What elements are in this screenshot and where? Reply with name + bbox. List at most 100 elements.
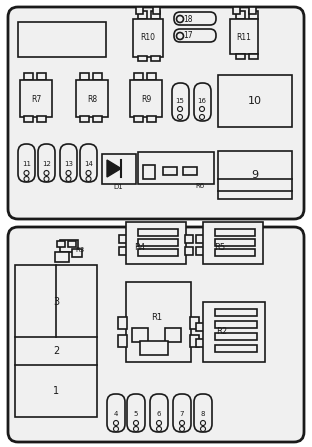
Bar — [196, 235, 204, 243]
Bar — [138, 11, 147, 19]
Bar — [24, 116, 33, 122]
Bar — [138, 56, 147, 61]
Text: R5: R5 — [214, 243, 226, 252]
Circle shape — [157, 426, 162, 431]
Bar — [130, 80, 162, 117]
Circle shape — [44, 177, 49, 181]
Bar — [57, 241, 65, 247]
Circle shape — [44, 170, 49, 176]
Bar — [126, 222, 186, 264]
Text: R3: R3 — [76, 247, 85, 253]
Circle shape — [24, 170, 29, 176]
Text: 5: 5 — [134, 411, 138, 417]
Circle shape — [157, 421, 162, 426]
Bar — [80, 73, 89, 80]
Bar — [203, 302, 265, 362]
Bar — [37, 73, 46, 80]
Bar — [153, 7, 160, 14]
Bar — [60, 240, 78, 252]
Bar — [236, 54, 245, 59]
Bar — [215, 249, 255, 256]
Circle shape — [114, 421, 119, 426]
Bar — [236, 11, 245, 19]
Text: 6: 6 — [157, 411, 161, 417]
Text: 13: 13 — [64, 161, 73, 167]
Circle shape — [134, 421, 139, 426]
Text: D1: D1 — [113, 184, 123, 190]
Bar — [119, 247, 127, 255]
Bar — [215, 321, 257, 328]
Circle shape — [86, 170, 91, 176]
Text: R7: R7 — [31, 94, 41, 104]
Text: R1: R1 — [151, 312, 163, 321]
FancyBboxPatch shape — [173, 394, 191, 432]
Bar — [102, 154, 136, 184]
Bar — [136, 7, 143, 14]
Text: R6: R6 — [195, 183, 205, 189]
FancyBboxPatch shape — [18, 144, 35, 182]
Bar — [134, 73, 143, 80]
FancyBboxPatch shape — [172, 83, 189, 121]
FancyBboxPatch shape — [127, 394, 145, 432]
Bar — [18, 22, 106, 57]
Bar — [218, 75, 292, 127]
Bar — [185, 235, 193, 243]
Bar — [215, 239, 255, 246]
Bar — [93, 116, 102, 122]
Circle shape — [66, 177, 71, 181]
Bar — [143, 165, 155, 179]
Bar — [249, 54, 258, 59]
Text: 17: 17 — [183, 31, 193, 41]
Text: R9: R9 — [141, 94, 151, 104]
Bar — [233, 7, 240, 14]
Circle shape — [179, 421, 184, 426]
Polygon shape — [107, 160, 121, 177]
Bar — [230, 19, 258, 54]
Text: 14: 14 — [84, 161, 93, 167]
Bar — [15, 265, 97, 417]
Circle shape — [86, 177, 91, 181]
Bar — [215, 309, 257, 316]
Text: R8: R8 — [87, 94, 97, 104]
Circle shape — [177, 16, 183, 22]
Bar — [190, 335, 199, 347]
Bar — [190, 317, 199, 329]
FancyBboxPatch shape — [8, 227, 304, 442]
Text: 10: 10 — [248, 96, 262, 106]
Bar — [196, 247, 204, 255]
Text: R11: R11 — [236, 33, 251, 42]
Bar — [119, 235, 127, 243]
Circle shape — [201, 421, 206, 426]
Circle shape — [178, 114, 183, 119]
Circle shape — [24, 177, 29, 181]
Bar — [140, 341, 168, 355]
FancyBboxPatch shape — [80, 144, 97, 182]
FancyBboxPatch shape — [60, 144, 77, 182]
Bar — [20, 80, 52, 117]
Bar — [138, 229, 178, 236]
Circle shape — [66, 170, 71, 176]
Bar — [126, 282, 191, 362]
Circle shape — [114, 426, 119, 431]
Text: 18: 18 — [183, 14, 193, 24]
Bar — [196, 339, 204, 347]
Text: 7: 7 — [180, 411, 184, 417]
Circle shape — [199, 114, 204, 119]
FancyBboxPatch shape — [194, 83, 211, 121]
Circle shape — [201, 426, 206, 431]
FancyBboxPatch shape — [150, 394, 168, 432]
Bar — [215, 229, 255, 236]
Text: 2: 2 — [53, 346, 59, 356]
FancyBboxPatch shape — [174, 29, 216, 42]
FancyBboxPatch shape — [38, 144, 55, 182]
FancyBboxPatch shape — [8, 7, 304, 219]
Bar — [183, 167, 197, 175]
Circle shape — [177, 33, 183, 39]
Circle shape — [178, 106, 183, 111]
Text: 8: 8 — [201, 411, 205, 417]
Text: R4: R4 — [134, 243, 146, 252]
Bar — [218, 151, 292, 199]
Bar — [93, 73, 102, 80]
Bar — [80, 116, 89, 122]
Bar — [76, 80, 108, 117]
